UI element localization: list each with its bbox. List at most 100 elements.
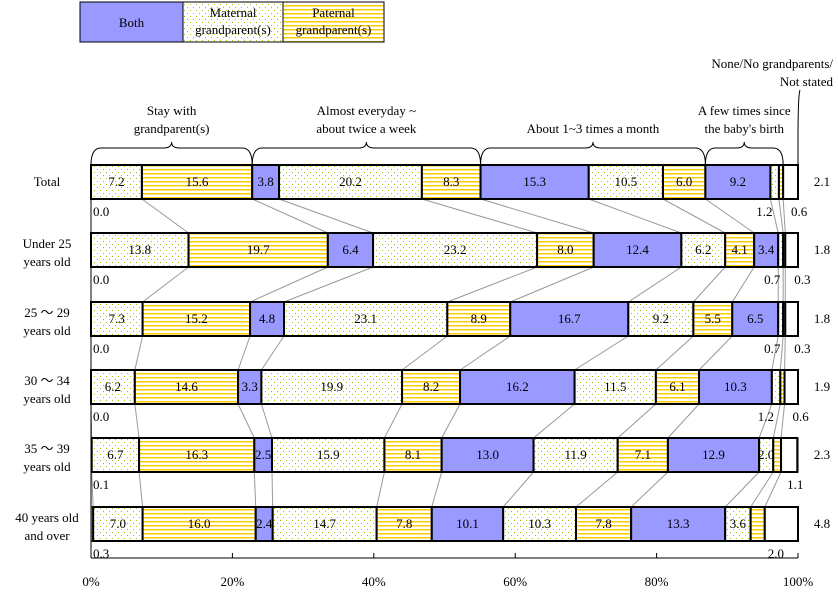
- data-label: 0.3: [794, 341, 810, 356]
- legend-label: grandparent(s): [296, 22, 372, 37]
- data-label: 1.8: [814, 242, 830, 257]
- data-label: 0.0: [93, 272, 109, 287]
- bar-segment-none: [785, 233, 798, 267]
- data-label: 6.7: [107, 447, 124, 462]
- category-label: years old: [23, 254, 71, 269]
- group-brace: [252, 142, 480, 165]
- data-label: 15.3: [523, 174, 546, 189]
- category-label: years old: [23, 391, 71, 406]
- data-label: 3.3: [242, 379, 258, 394]
- connector-line: [432, 472, 442, 507]
- connector-line: [238, 336, 250, 370]
- data-label: 16.7: [558, 311, 581, 326]
- connector-line: [279, 199, 373, 233]
- data-label: 0.0: [93, 204, 109, 219]
- data-label: 8.1: [405, 447, 421, 462]
- group-label: grandparent(s): [134, 121, 210, 136]
- data-label: 1.2: [758, 409, 774, 424]
- group-label: the baby's birth: [704, 121, 784, 136]
- data-label: 7.8: [595, 516, 611, 531]
- connector-line: [668, 404, 699, 438]
- legend-label: Maternal: [210, 5, 257, 20]
- connector-line: [143, 267, 189, 302]
- connector-line: [656, 336, 693, 370]
- data-label: 2.0: [758, 447, 774, 462]
- data-label: 0.7: [764, 341, 781, 356]
- data-label: 0.3: [93, 546, 109, 561]
- data-label: 20.2: [339, 174, 362, 189]
- connector-line: [699, 336, 732, 370]
- legend-label: Both: [119, 15, 145, 30]
- connector-line: [422, 199, 537, 233]
- data-label: 23.1: [354, 311, 377, 326]
- connector-line: [284, 267, 373, 302]
- data-label: 10.1: [456, 516, 479, 531]
- group-label: A few times since: [698, 103, 791, 118]
- connector-line: [135, 336, 143, 370]
- data-label: 0.3: [794, 272, 810, 287]
- bar-segment-paternal: [773, 438, 781, 472]
- connector-line: [783, 199, 785, 233]
- bar-segment-none: [765, 507, 798, 541]
- category-label: and over: [24, 528, 70, 543]
- connector-line: [589, 199, 682, 233]
- data-label: 7.2: [108, 174, 124, 189]
- category-label: 30 ～ 34: [24, 373, 70, 388]
- data-label: 6.1: [669, 379, 685, 394]
- x-tick-label: 80%: [645, 574, 669, 589]
- data-label: 0.1: [93, 477, 109, 492]
- group-label: About 1~3 times a month: [527, 121, 660, 136]
- data-label: 2.4: [256, 516, 273, 531]
- category-label: Under 25: [23, 236, 72, 251]
- data-label: 0.0: [93, 409, 109, 424]
- connector-line: [238, 404, 254, 438]
- data-label: 3.6: [730, 516, 747, 531]
- connector-line: [442, 404, 460, 438]
- data-label: 11.9: [565, 447, 587, 462]
- data-label: 6.2: [105, 379, 121, 394]
- data-label: 5.5: [705, 311, 721, 326]
- connector-line: [779, 199, 783, 233]
- category-label: 40 years old: [15, 510, 79, 525]
- connector-line: [705, 199, 754, 233]
- connector-line: [780, 336, 783, 370]
- connector-line: [135, 404, 139, 438]
- connector-line: [261, 404, 272, 438]
- connector-line: [402, 336, 447, 370]
- group-label: None/No grandparents/: [711, 56, 833, 71]
- connector-line: [481, 199, 594, 233]
- connector-line: [785, 336, 786, 370]
- connector-line: [618, 404, 656, 438]
- data-label: 6.4: [342, 242, 359, 257]
- data-label: 13.8: [128, 242, 151, 257]
- data-label: 0.6: [792, 409, 809, 424]
- data-label: 15.2: [185, 311, 208, 326]
- group-label: Almost everyday ~: [317, 103, 416, 118]
- data-label: 14.6: [175, 379, 198, 394]
- data-label: 4.1: [732, 242, 748, 257]
- bar-segment-maternal: [772, 370, 780, 404]
- connector-line: [252, 199, 328, 233]
- data-label: 16.2: [506, 379, 529, 394]
- data-label: 1.2: [756, 204, 772, 219]
- data-label: 2.5: [255, 447, 271, 462]
- connector-line: [139, 472, 143, 507]
- connector-line: [460, 336, 510, 370]
- connector-line: [781, 404, 785, 438]
- connector-line: [765, 472, 781, 507]
- data-label: 0.6: [791, 204, 808, 219]
- data-label: 0.7: [764, 272, 781, 287]
- category-label: years old: [23, 323, 71, 338]
- data-label: 6.0: [676, 174, 692, 189]
- data-label: 12.4: [626, 242, 649, 257]
- data-label: 16.0: [188, 516, 211, 531]
- bar-segment-none: [783, 165, 798, 199]
- data-label: 8.2: [423, 379, 439, 394]
- legend-label: Paternal: [312, 5, 355, 20]
- data-label: 1.9: [814, 379, 830, 394]
- bar-segment-paternal: [751, 507, 765, 541]
- connector-line: [534, 404, 575, 438]
- x-tick-label: 100%: [783, 574, 814, 589]
- connector-line: [628, 267, 681, 302]
